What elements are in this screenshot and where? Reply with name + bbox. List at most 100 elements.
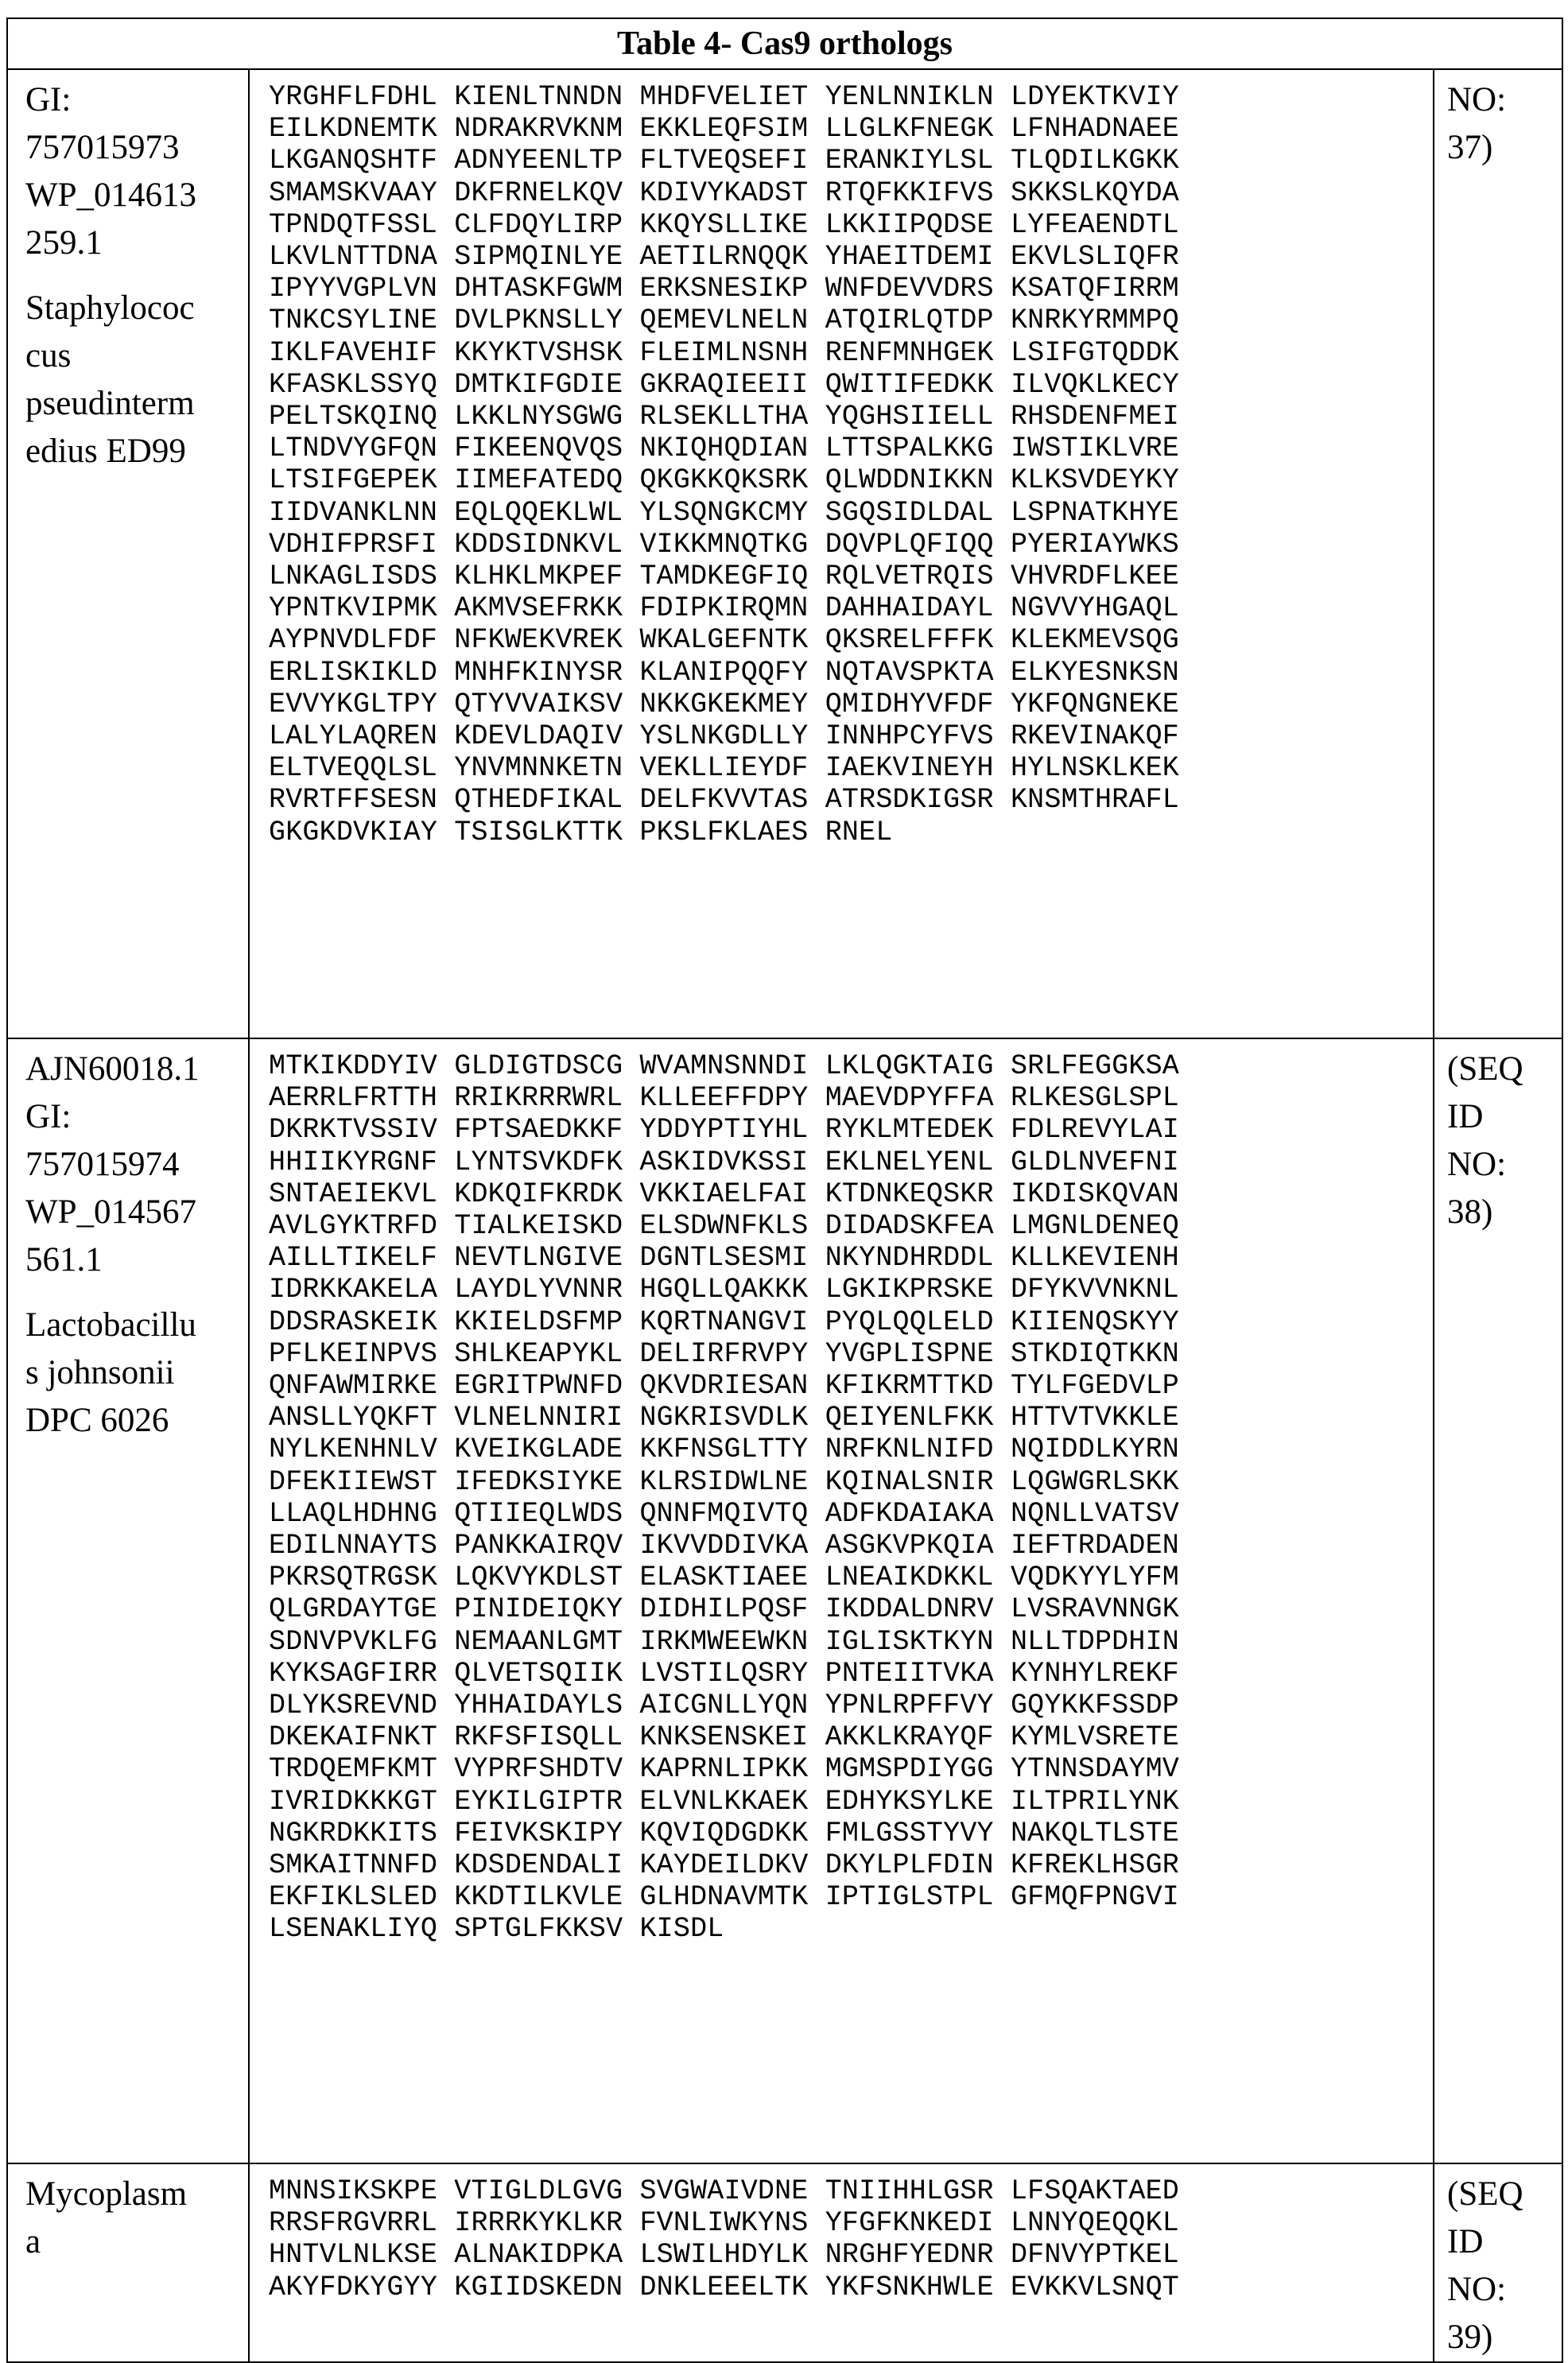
- sequence-line: RVRTFFSESN QTHEDFIKAL DELFKVVTAS ATRSDKI…: [269, 784, 1179, 817]
- sequence-line: EKFIKLSLED KKDTILKVLE GLHDNAVMTK IPTIGLS…: [269, 1881, 1179, 1914]
- organism-line: pseudinterm: [25, 385, 195, 422]
- sequence-line: VDHIFPRSFI KDDSIDNKVL VIKKMNQTKG DQVPLQF…: [269, 528, 1179, 561]
- sequence-block: YRGHFLFDHL KIENLTNNDN MHDFVELIET YENLNNI…: [269, 81, 1433, 848]
- sequence-line: IPYYVGPLVN DHTASKFGWM ERKSNESIKP WNFDEVV…: [269, 273, 1179, 305]
- sequence-line: LALYLAQREN KDEVLDAQIV YSLNKGDLLY INNHPCY…: [269, 720, 1179, 753]
- sequence-line: TRDQEMFKMT VYPRFSHDTV KAPRNLIPKK MGMSPDI…: [269, 1753, 1179, 1786]
- seq-id-cell: (SEQ ID NO: 39): [1432, 2163, 1564, 2363]
- sequence-line: TPNDQTFSSL CLFDQYLIRP KKQYSLLIKE LKKIIPQ…: [269, 208, 1179, 241]
- sequence-line: IKLFAVEHIF KKYKTVSHSK FLEIMLNSNH RENFMNH…: [269, 336, 1179, 369]
- sequence-line: DKRKTVSSIV FPTSAEDKKF YDDYPTIYHL RYKLMTE…: [269, 1114, 1179, 1147]
- sequence-line: MTKIKDDYIV GLDIGTDSCG WVAMNSNNDI LKLQGKT…: [269, 1050, 1179, 1082]
- seq-id-line: 38): [1447, 1193, 1493, 1231]
- seq-id-line: 37): [1447, 129, 1493, 166]
- identifier-cell: GI: 757015973 WP_014613 259.1 Staphyloco…: [6, 68, 250, 1039]
- table-row: AJN60018.1 GI: 757015974 WP_014567 561.1…: [6, 1038, 1564, 2164]
- sequence-line: SMAMSKVAAY DKFRNELKQV KDIVYKADST RTQFKKI…: [269, 177, 1179, 209]
- seq-id-line: ID: [1447, 2223, 1484, 2260]
- seq-id-line: (SEQ: [1447, 2175, 1523, 2213]
- identifier-line: 561.1: [25, 1241, 103, 1279]
- sequence-line: EILKDNEMTK NDRAKRVKNM EKKLEQFSIM LLGLKFN…: [269, 113, 1179, 146]
- sequence-line: QNFAWMIRKE EGRITPWNFD QKVDRIESAN KFIKRMT…: [269, 1370, 1179, 1403]
- sequence-cell: MTKIKDDYIV GLDIGTDSCG WVAMNSNNDI LKLQGKT…: [248, 1038, 1434, 2164]
- identifier-line: 757015974: [25, 1146, 180, 1183]
- sequence-line: ELTVEQQLSL YNVMNNKETN VEKLLIEYDF IAEKVIN…: [269, 752, 1179, 785]
- identifier-line: GI:: [25, 1098, 72, 1135]
- organism-line: s johnsonii: [25, 1354, 175, 1391]
- sequence-line: LSENAKLIYQ SPTGLFKKSV KISDL: [269, 1913, 724, 1946]
- sequence-line: IDRKKAKELA LAYDLYVNNR HGQLLQAKKK LGKIKPR…: [269, 1274, 1179, 1306]
- seq-id-line: NO:: [1447, 2271, 1507, 2308]
- sequence-line: HNTVLNLKSE ALNAKIDPKA LSWILHDYLK NRGHFYE…: [269, 2239, 1179, 2272]
- identifier-line: AJN60018.1: [25, 1050, 200, 1088]
- sequence-block: MNNSIKSKPE VTIGLDLGVG SVGWAIVDNE TNIIHHL…: [269, 2175, 1433, 2303]
- sequence-cell: YRGHFLFDHL KIENLTNNDN MHDFVELIET YENLNNI…: [248, 68, 1434, 1039]
- sequence-line: AVLGYKTRFD TIALKEISKD ELSDWNFKLS DIDADSK…: [269, 1210, 1179, 1243]
- sequence-line: LLAQLHDHNG QTIIEQLWDS QNNFMQIVTQ ADFKDAI…: [269, 1497, 1179, 1530]
- seq-id-line: (SEQ: [1447, 1050, 1523, 1088]
- organism-line: DPC 6026: [25, 1402, 169, 1439]
- sequence-line: AYPNVDLFDF NFKWEKVREK WKALGEFNTK QKSRELF…: [269, 624, 1179, 657]
- identifier-line: 757015973: [25, 129, 180, 166]
- organism-line: Lactobacillu: [25, 1306, 196, 1344]
- sequence-line: LKGANQSHTF ADNYEENLTP FLTVEQSEFI ERANKIY…: [269, 145, 1179, 177]
- sequence-line: AERRLFRTTH RRIKRRRWRL KLLEEFFDPY MAEVDPY…: [269, 1082, 1179, 1115]
- sequence-line: ANSLLYQKFT VLNELNNIRI NGKRISVDLK QEIYENL…: [269, 1402, 1179, 1434]
- sequence-line: KYKSAGFIRR QLVETSQIIK LVSTILQSRY PNTEIIT…: [269, 1657, 1179, 1690]
- organism-line: cus: [25, 337, 72, 374]
- sequence-line: KFASKLSSYQ DMTKIFGDIE GKRAQIEEII QWITIFE…: [269, 368, 1179, 401]
- sequence-line: LTNDVYGFQN FIKEENQVQS NKIQHQDIAN LTTSPAL…: [269, 433, 1179, 465]
- seq-id-line: ID: [1447, 1098, 1484, 1135]
- sequence-line: PKRSQTRGSK LQKVYKDLST ELASKTIAEE LNEAIKD…: [269, 1562, 1179, 1594]
- sequence-line: TNKCSYLINE DVLPKNSLLY QEMEVLNELN ATQIRLQ…: [269, 305, 1179, 337]
- sequence-line: GKGKDVKIAY TSISGLKTTK PKSLFKLAES RNEL: [269, 816, 893, 848]
- sequence-line: LTSIFGEPEK IIMEFATEDQ QKGKKQKSRK QLWDDNI…: [269, 464, 1179, 497]
- sequence-line: RRSFRGVRRL IRRRKYKLKR FVNLIWKYNS YFGFKNK…: [269, 2207, 1179, 2240]
- table-header-row: Table 4- Cas9 orthologs: [6, 17, 1564, 70]
- sequence-line: LKVLNTTDNA SIPMQINLYE AETILRNQQK YHAEITD…: [269, 241, 1179, 274]
- table-row: GI: 757015973 WP_014613 259.1 Staphyloco…: [6, 68, 1564, 1039]
- sequence-line: IIDVANKLNN EQLQQEKLWL YLSQNGKCMY SGQSIDL…: [269, 496, 1179, 529]
- sequence-line: HHIIKYRGNF LYNTSVKDFK ASKIDVKSSI EKLNELY…: [269, 1146, 1179, 1178]
- seq-id-cell: (SEQ ID NO: 38): [1432, 1038, 1564, 2164]
- sequence-cell: MNNSIKSKPE VTIGLDLGVG SVGWAIVDNE TNIIHHL…: [248, 2163, 1434, 2363]
- sequence-line: EVVYKGLTPY QTYVVAIKSV NKKGKEKMEY QMIDHYV…: [269, 688, 1179, 720]
- identifier-line: WP_014567: [25, 1193, 196, 1231]
- sequence-line: QLGRDAYTGE PINIDEIQKY DIDHILPQSF IKDDALD…: [269, 1593, 1179, 1626]
- sequence-line: DKEKAIFNKT RKFSFISQLL KNKSENSKEI AKKLKRA…: [269, 1721, 1179, 1754]
- sequence-line: SNTAEIEKVL KDKQIFKRDK VKKIAELFAI KTDNKEQ…: [269, 1178, 1179, 1210]
- organism-line: edius ED99: [25, 433, 186, 470]
- organism-line: Staphylococ: [25, 289, 195, 327]
- sequence-line: PELTSKQINQ LKKLNYSGWG RLSEKLLTHA YQGHSII…: [269, 401, 1179, 433]
- identifier-line: WP_014613: [25, 177, 196, 214]
- sequence-line: SDNVPVKLFG NEMAANLGMT IRKMWEEWKN IGLISKT…: [269, 1625, 1179, 1658]
- identifier-line: GI:: [25, 81, 72, 118]
- seq-id-line: 39): [1447, 2318, 1493, 2356]
- sequence-block: MTKIKDDYIV GLDIGTDSCG WVAMNSNNDI LKLQGKT…: [269, 1050, 1433, 1946]
- organism-line: a: [25, 2223, 41, 2260]
- sequence-line: EDILNNAYTS PANKKAIRQV IKVVDDIVKA ASGKVPK…: [269, 1530, 1179, 1562]
- sequence-line: NYLKENHNLV KVEIKGLADE KKFNSGLTTY NRFKNLN…: [269, 1434, 1179, 1466]
- sequence-line: NGKRDKKITS FEIVKSKIPY KQVIQDGDKK FMLGSST…: [269, 1817, 1179, 1849]
- identifier-cell: Mycoplasm a: [6, 2163, 250, 2363]
- seq-id-line: NO:: [1447, 81, 1507, 118]
- sequence-line: SMKAITNNFD KDSDENDALI KAYDEILDKV DKYLPLF…: [269, 1849, 1179, 1882]
- sequence-line: YRGHFLFDHL KIENLTNNDN MHDFVELIET YENLNNI…: [269, 81, 1179, 113]
- table-title: Table 4- Cas9 orthologs: [6, 17, 1564, 70]
- sequence-line: ERLISKIKLD MNHFKINYSR KLANIPQQFY NQTAVSP…: [269, 656, 1179, 689]
- table-row: Mycoplasm a MNNSIKSKPE VTIGLDLGVG SVGWAI…: [6, 2163, 1564, 2363]
- sequence-line: MNNSIKSKPE VTIGLDLGVG SVGWAIVDNE TNIIHHL…: [269, 2175, 1179, 2207]
- sequence-line: IVRIDKKKGT EYKILGIPTR ELVNLKKAEK EDHYKSY…: [269, 1785, 1179, 1818]
- cas9-orthologs-table: Table 4- Cas9 orthologs GI: 757015973 WP…: [6, 17, 1564, 2363]
- sequence-line: PFLKEINPVS SHLKEAPYKL DELIRFRVPY YVGPLIS…: [269, 1337, 1179, 1370]
- sequence-line: AKYFDKYGYY KGIIDSKEDN DNKLEEELTK YKFSNKH…: [269, 2271, 1179, 2303]
- identifier-cell: AJN60018.1 GI: 757015974 WP_014567 561.1…: [6, 1038, 250, 2164]
- seq-id-line: NO:: [1447, 1146, 1507, 1183]
- seq-id-cell: NO: 37): [1432, 68, 1564, 1039]
- identifier-line: 259.1: [25, 224, 103, 262]
- sequence-line: AILLTIKELF NEVTLNGIVE DGNTLSESMI NKYNDHR…: [269, 1242, 1179, 1275]
- organism-line: Mycoplasm: [25, 2175, 188, 2213]
- sequence-line: DFEKIIEWST IFEDKSIYKE KLRSIDWLNE KQINALS…: [269, 1465, 1179, 1498]
- sequence-line: YPNTKVIPMK AKMVSEFRKK FDIPKIRQMN DAHHAID…: [269, 592, 1179, 625]
- sequence-line: DLYKSREVND YHHAIDAYLS AICGNLLYQN YPNLRPF…: [269, 1690, 1179, 1722]
